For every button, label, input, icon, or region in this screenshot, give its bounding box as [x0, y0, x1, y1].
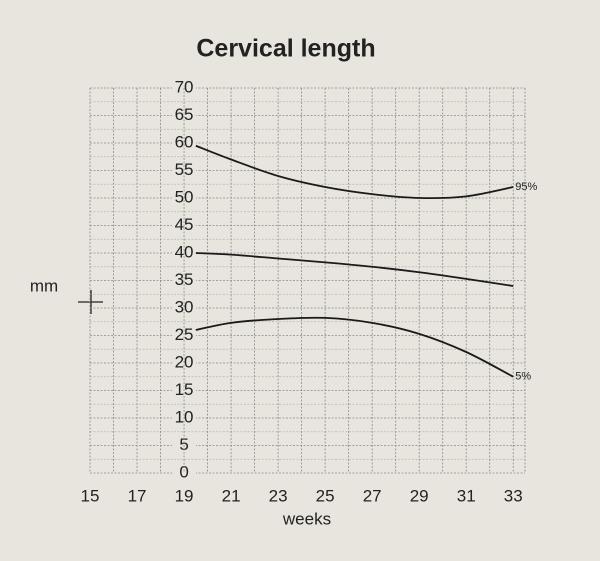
- y-axis-label: mm: [30, 276, 58, 295]
- x-tick-label: 15: [81, 486, 100, 505]
- y-tick-label: 35: [175, 270, 194, 289]
- tick-label-bg: [172, 466, 197, 480]
- chart-title: Cervical length: [196, 35, 375, 63]
- tick-label-bg: [172, 136, 197, 150]
- tick-label-bg: [172, 108, 197, 123]
- y-tick-label: 40: [175, 242, 194, 261]
- x-tick-label: 25: [316, 486, 335, 505]
- x-tick-label: 21: [222, 486, 241, 505]
- percentile-curve: [195, 252, 514, 287]
- x-tick-label: 27: [363, 486, 382, 505]
- y-tick-label: 0: [179, 462, 188, 481]
- series-label: 95%: [515, 181, 537, 193]
- x-tick-label: 17: [128, 486, 147, 505]
- percentile-curve: [195, 316, 514, 378]
- y-tick-label: 70: [175, 77, 194, 96]
- x-tick-label: 31: [457, 486, 476, 505]
- series-label: 5%: [515, 371, 531, 383]
- x-tick-label: 23: [269, 486, 288, 505]
- tick-label-bg: [172, 301, 197, 315]
- y-tick-label: 45: [175, 215, 194, 234]
- x-axis-label: weeks: [282, 509, 331, 528]
- x-tick-label: 29: [410, 486, 429, 505]
- tick-label-bg: [172, 328, 197, 343]
- x-tick-label: 33: [504, 486, 523, 505]
- y-tick-label: 5: [179, 435, 188, 454]
- percentile-curve: [195, 144, 514, 200]
- x-tick-label: 19: [175, 486, 194, 505]
- y-tick-label: 10: [175, 407, 194, 426]
